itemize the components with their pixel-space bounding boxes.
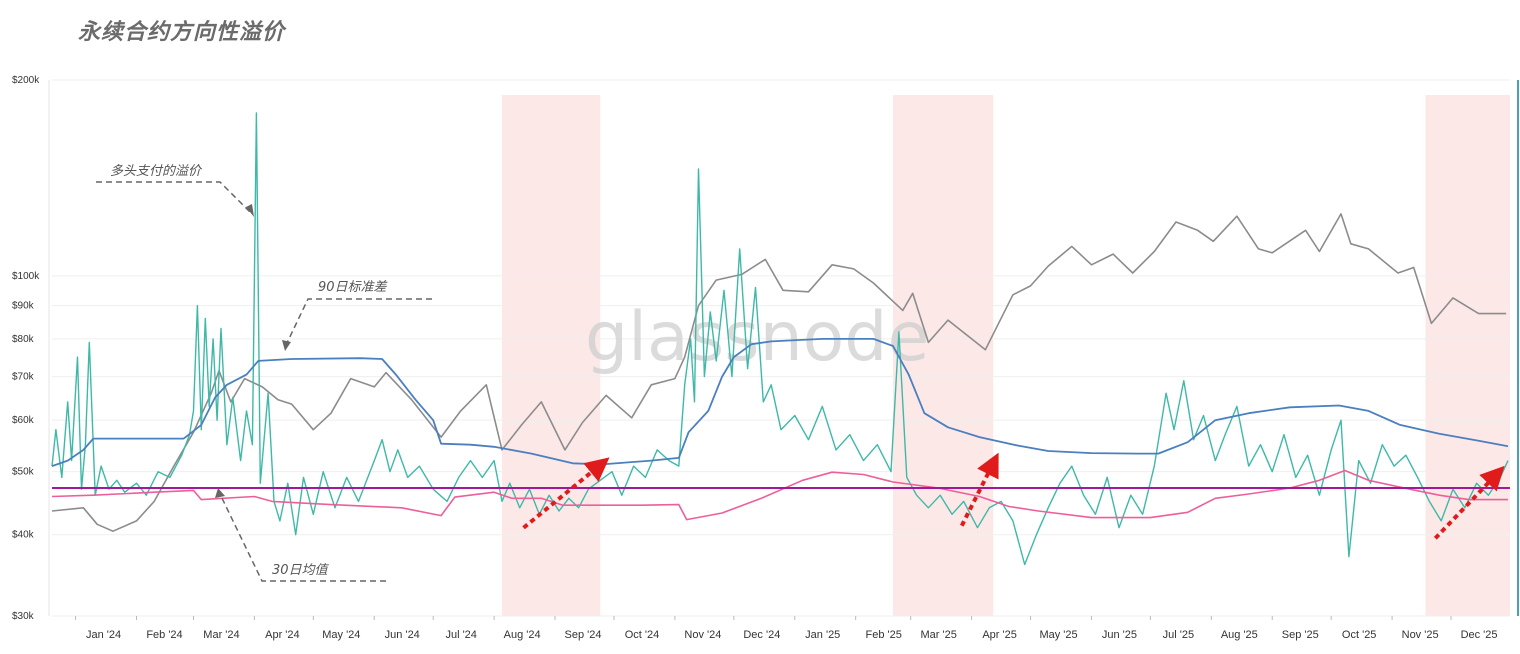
annotation-long-premium-leader xyxy=(96,181,253,215)
x-tick-label: Jul '24 xyxy=(445,629,476,641)
y-tick-label: $40k xyxy=(12,530,35,541)
y-tick-label: $100k xyxy=(12,271,40,282)
annotation-std90-leader xyxy=(285,298,432,346)
annotation-mean30-arrowhead xyxy=(215,488,225,498)
trend-arrow-2 xyxy=(959,452,999,527)
gridlines xyxy=(52,79,1510,617)
series-lines xyxy=(51,112,1509,566)
annotation-std90: 90日标准差 xyxy=(282,280,432,351)
y-tick-label: $50k xyxy=(12,467,35,478)
annotation-long-premium-arrowhead xyxy=(246,204,254,217)
y-tick-label: $70k xyxy=(12,372,35,383)
x-axis-ticks: Jan '24 Feb '24 Mar '24 Apr '24 May '24 Jun '… xyxy=(75,616,1498,641)
shaded-period-3 xyxy=(1425,95,1510,616)
x-tick-label: Jun '25 xyxy=(1102,629,1137,641)
trend-arrows xyxy=(522,452,1505,540)
x-tick-label: Dec '24 xyxy=(743,629,780,641)
annotation-long-premium-label: 多头支付的溢价 xyxy=(110,164,203,179)
y-tick-label: $200k xyxy=(12,75,40,86)
y-tick-label: $90k xyxy=(12,301,35,312)
annotation-mean30-label: 30日均值 xyxy=(272,563,330,578)
shaded-period-1 xyxy=(501,95,601,616)
trend-arrow-1 xyxy=(522,457,610,530)
x-tick-label: Nov '25 xyxy=(1402,629,1439,641)
annotation-long-premium: 多头支付的溢价 xyxy=(96,164,254,217)
x-tick-label: Apr '24 xyxy=(265,629,300,641)
x-tick-label: Aug '25 xyxy=(1221,629,1258,641)
x-tick-label: May '24 xyxy=(322,629,360,641)
chart-title: 永续合约方向性溢价 xyxy=(78,20,286,45)
y-axis-ticks: $200k $100k $90k $80k $70k $60k $50k $40k $30k xyxy=(12,75,40,622)
x-tick-label: Nov '24 xyxy=(684,629,721,641)
x-tick-label: Jan '25 xyxy=(805,629,840,641)
x-tick-label: Oct '25 xyxy=(1342,629,1377,641)
std90-line xyxy=(51,338,1509,467)
y-tick-label: $60k xyxy=(12,415,35,426)
x-tick-label: Jan '24 xyxy=(86,629,121,641)
y-tick-label: $80k xyxy=(12,334,35,345)
x-tick-label: Sep '24 xyxy=(565,629,602,641)
annotation-std90-arrowhead xyxy=(282,340,291,351)
y-tick-label: $30k xyxy=(12,611,35,622)
x-tick-label: Apr '25 xyxy=(982,629,1017,641)
x-tick-label: Feb '24 xyxy=(146,629,182,641)
trend-arrow-3 xyxy=(1433,465,1505,540)
x-tick-label: Dec '25 xyxy=(1461,629,1498,641)
x-tick-label: Mar '25 xyxy=(921,629,957,641)
mean30-line xyxy=(51,469,1508,521)
x-tick-label: Jul '25 xyxy=(1163,629,1194,641)
x-tick-label: Jun '24 xyxy=(385,629,420,641)
x-tick-label: Oct '24 xyxy=(625,629,660,641)
premium-line xyxy=(51,112,1509,566)
annotation-mean30: 30日均值 xyxy=(215,488,386,582)
x-tick-label: Aug '24 xyxy=(504,629,541,641)
annotation-std90-label: 90日标准差 xyxy=(318,280,389,295)
x-tick-label: Feb '25 xyxy=(865,629,901,641)
annotation-mean30-leader xyxy=(219,493,386,582)
x-tick-label: Mar '24 xyxy=(203,629,239,641)
x-tick-label: May '25 xyxy=(1039,629,1077,641)
shaded-period-2 xyxy=(893,95,994,616)
x-tick-label: Sep '25 xyxy=(1282,629,1319,641)
shaded-periods xyxy=(501,95,1510,616)
